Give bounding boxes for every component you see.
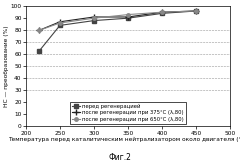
Y-axis label: HC — преобразование (%): HC — преобразование (%) <box>4 25 9 107</box>
после регенерации при 375°C (λ,80) <box>93 16 96 18</box>
после регенерации при 650°C (λ,80) <box>38 29 41 31</box>
после регенерации при 375°C (λ,80) <box>126 16 129 18</box>
перед регенерацией <box>195 10 198 12</box>
после регенерации при 650°C (λ,80) <box>93 17 96 19</box>
Legend: перед регенерацией, после регенерации при 375°C (λ,80), после регенерации при 65: перед регенерацией, после регенерации пр… <box>70 102 186 124</box>
Line: перед регенерацией: перед регенерацией <box>38 9 198 52</box>
после регенерации при 375°C (λ,80) <box>195 10 198 12</box>
перед регенерацией <box>161 12 163 14</box>
после регенерации при 375°C (λ,80) <box>161 11 163 13</box>
Line: после регенерации при 375°C (λ,80): после регенерации при 375°C (λ,80) <box>37 8 199 33</box>
после регенерации при 650°C (λ,80) <box>126 14 129 16</box>
после регенерации при 650°C (λ,80) <box>161 11 163 13</box>
X-axis label: Температура перед каталитическим нейтрализатором около двигателя (°C): Температура перед каталитическим нейтрал… <box>8 137 240 142</box>
Line: после регенерации при 650°C (λ,80): после регенерации при 650°C (λ,80) <box>38 9 198 32</box>
Text: Фиг.2: Фиг.2 <box>108 153 132 162</box>
после регенерации при 650°C (λ,80) <box>195 10 198 12</box>
перед регенерацией <box>126 17 129 19</box>
после регенерации при 375°C (λ,80) <box>38 29 41 31</box>
после регенерации при 650°C (λ,80) <box>59 22 61 24</box>
перед регенерацией <box>38 50 41 52</box>
перед регенерацией <box>93 20 96 22</box>
перед регенерацией <box>59 24 61 26</box>
после регенерации при 375°C (λ,80) <box>59 21 61 23</box>
